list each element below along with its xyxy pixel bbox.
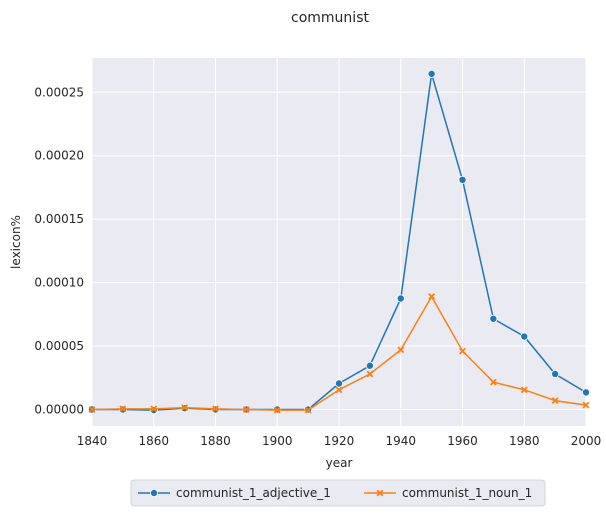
x-tick-label: 1880 — [200, 434, 231, 448]
x-tick-label: 1960 — [447, 434, 478, 448]
data-point-noun — [150, 405, 158, 413]
x-tick-label: 1920 — [324, 434, 355, 448]
x-tick-label: 1900 — [262, 434, 293, 448]
data-point-adjective — [520, 332, 529, 341]
data-point-noun — [520, 386, 528, 394]
y-tick-label: 0.00025 — [34, 85, 84, 99]
y-tick-label: 0.00020 — [34, 149, 84, 163]
data-point-adjective — [489, 314, 498, 323]
y-tick-label: 0.00010 — [34, 276, 84, 290]
y-axis-label: lexicon% — [9, 215, 23, 269]
data-point-noun — [273, 406, 281, 414]
series-layer — [88, 69, 591, 415]
y-tick-label: 0.00015 — [34, 212, 84, 226]
data-point-adjective — [551, 369, 560, 378]
x-tick-label: 1840 — [77, 434, 108, 448]
data-point-noun — [551, 397, 559, 405]
data-point-noun — [489, 378, 497, 386]
x-axis-label: year — [326, 456, 353, 470]
data-point-adjective — [365, 361, 374, 370]
data-point-noun — [366, 370, 374, 378]
legend-marker-noun — [376, 489, 384, 497]
data-point-noun — [181, 404, 189, 412]
x-tick-label: 1860 — [138, 434, 169, 448]
data-point-noun — [119, 405, 127, 413]
data-point-noun — [242, 406, 250, 413]
data-point-adjective — [582, 388, 591, 397]
data-point-noun — [428, 293, 436, 301]
legend-x-glyph — [376, 489, 384, 497]
y-tick-label: 0.00005 — [34, 339, 84, 353]
legend-label-adjective: communist_1_adjective_1 — [176, 486, 331, 500]
legend-label-noun: communist_1_noun_1 — [402, 486, 532, 500]
data-point-noun — [88, 406, 96, 413]
grid-lines — [91, 58, 587, 426]
y-tick-label: 0.00000 — [34, 403, 84, 417]
legend: communist_1_adjective_1 communist_1_noun… — [130, 479, 546, 507]
data-point-adjective — [427, 69, 436, 78]
data-point-noun — [582, 401, 590, 409]
series-noun — [88, 293, 590, 414]
data-point-noun — [459, 347, 466, 355]
legend-marker-adjective — [149, 488, 158, 497]
x-tick-label: 2000 — [571, 434, 602, 448]
x-tick-label: 1980 — [509, 434, 540, 448]
data-point-noun — [212, 405, 219, 413]
data-point-adjective — [458, 175, 467, 184]
data-point-noun — [304, 406, 312, 414]
data-point-adjective — [396, 294, 405, 303]
data-point-noun — [335, 386, 343, 394]
legend-box — [130, 479, 546, 507]
y-axis-ticks: 0.00000 0.00005 0.00010 0.00015 0.00020 0.000… — [34, 85, 84, 416]
data-point-noun — [397, 346, 405, 354]
chart-title: communist — [291, 10, 369, 26]
x-tick-label: 1940 — [385, 434, 416, 448]
x-axis-ticks: 1840 1860 1880 1900 1920 1940 1960 1980 2000 — [77, 434, 602, 448]
data-point-adjective — [334, 379, 343, 388]
